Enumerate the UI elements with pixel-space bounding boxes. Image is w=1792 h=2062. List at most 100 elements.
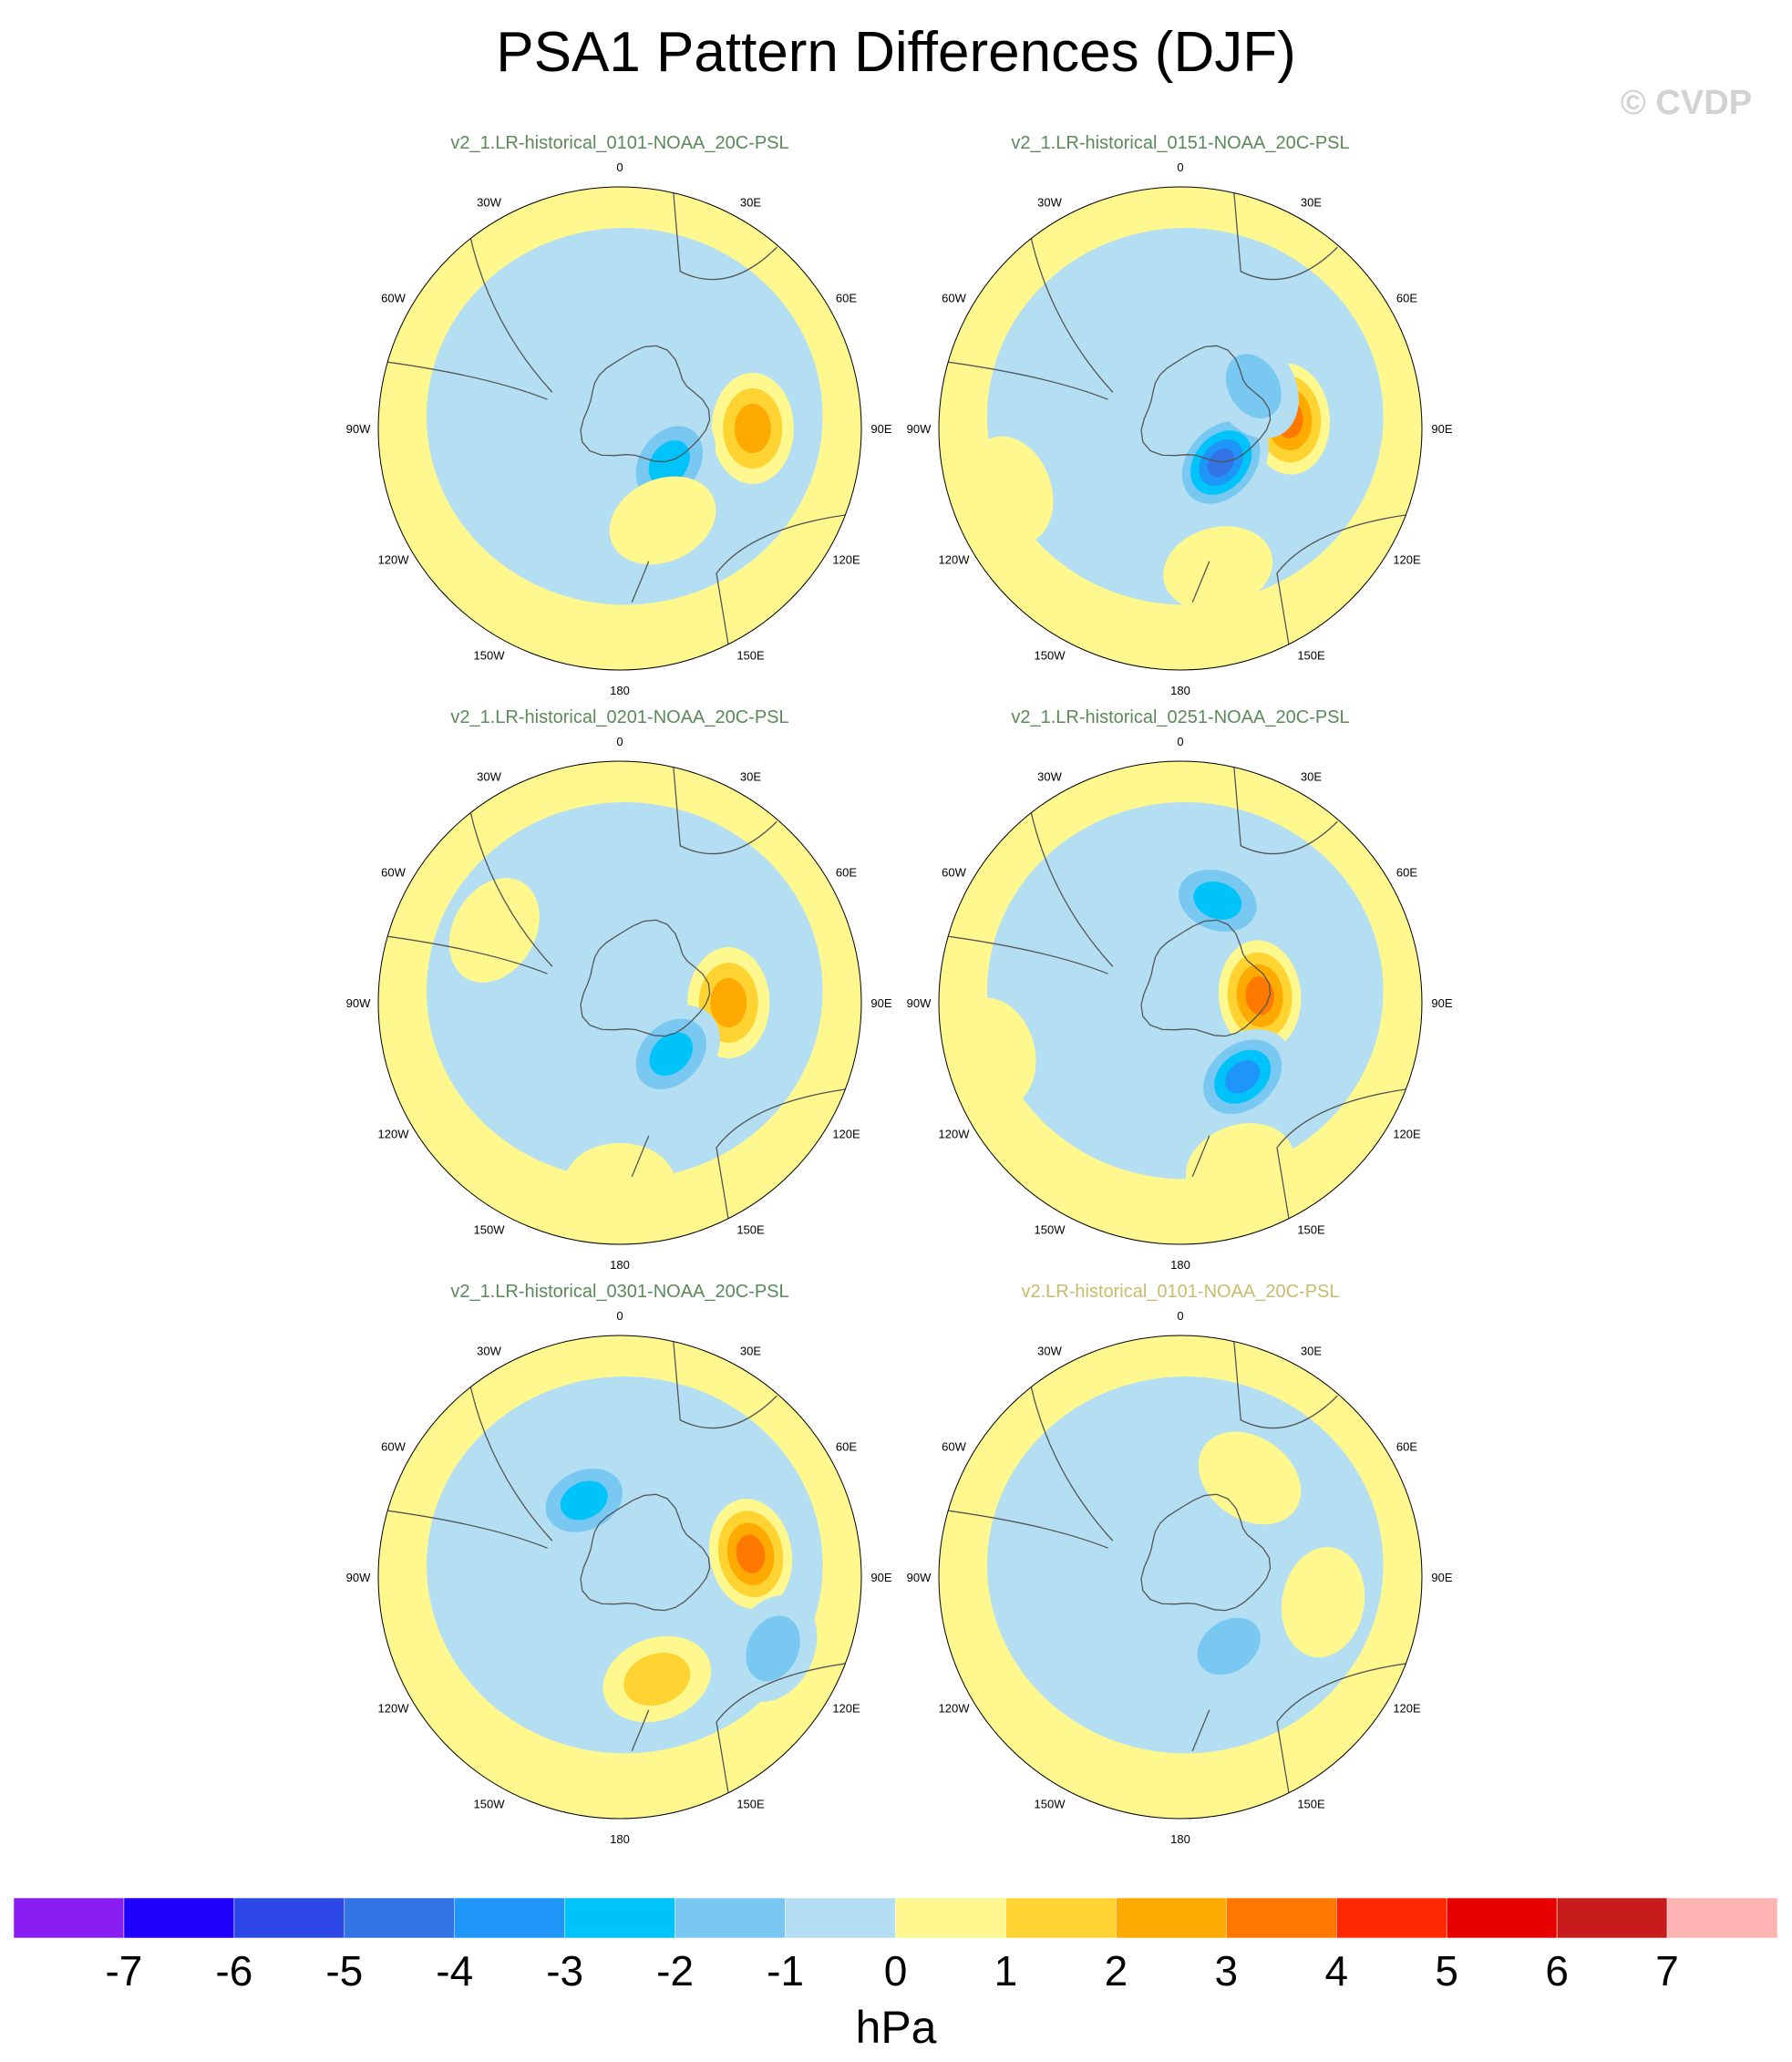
longitude-label: 90E — [1431, 1571, 1452, 1584]
anomaly-contour — [560, 1480, 608, 1521]
longitude-label: 120E — [832, 1128, 860, 1141]
longitude-label: 150E — [736, 1798, 765, 1811]
colorbar-swatch — [675, 1897, 786, 1939]
anomaly-contour — [649, 1032, 694, 1077]
longitude-label: 30W — [1037, 196, 1062, 210]
longitude-label: 120E — [1393, 1702, 1421, 1716]
longitude-label: 150W — [1035, 1798, 1066, 1811]
panel-title: v2_1.LR-historical_0101-NOAA_20C-PSL — [450, 133, 789, 153]
longitude-label: 30W — [477, 1345, 501, 1358]
longitude-label: 60E — [836, 1440, 857, 1454]
panel-title: v2_1.LR-historical_0201-NOAA_20C-PSL — [450, 707, 789, 727]
anomaly-contour — [746, 1615, 800, 1682]
colorbar-swatch — [785, 1897, 896, 1939]
polar-map-panel: 0 30E 60E 90E 120E 150E 180 150W 120W 90W 60W 30W — [346, 735, 892, 1272]
panel-title: v2_1.LR-historical_0251-NOAA_20C-PSL — [1011, 707, 1350, 727]
longitude-label: 90E — [870, 1571, 891, 1584]
negative-region — [987, 802, 1384, 1180]
south-america-coastline — [378, 360, 548, 400]
anomaly-contour — [951, 997, 1036, 1108]
colorbar-tick-label: -6 — [215, 1947, 252, 1995]
australia-coastline — [716, 1087, 861, 1221]
negative-region — [427, 1376, 823, 1754]
anomaly-contour — [1225, 1060, 1261, 1094]
colorbar-tick-label: -1 — [767, 1947, 804, 1995]
copyright-label: © CVDP — [1620, 84, 1752, 122]
antarctica-coastline — [580, 919, 711, 1037]
longitude-label: 90W — [346, 1571, 371, 1584]
longitude-label: 30W — [1037, 770, 1062, 784]
longitude-label: 60E — [836, 866, 857, 880]
map-border — [938, 760, 1423, 1245]
longitude-label: 150E — [736, 649, 765, 663]
anomaly-contour — [1281, 1547, 1365, 1658]
longitude-label: 150W — [474, 649, 506, 663]
polar-map-panel: 0 30E 60E 90E 120E 150E 180 150W 120W 90W 60W 30W — [346, 160, 892, 697]
longitude-label: 150W — [1035, 649, 1066, 663]
map-border — [377, 1335, 862, 1820]
anomaly-contour — [648, 440, 690, 486]
longitude-label: 120E — [1393, 553, 1421, 567]
australia-coastline — [716, 512, 861, 646]
australia-coastline — [1276, 512, 1422, 646]
map-border — [938, 1335, 1423, 1820]
australia-coastline — [1276, 1087, 1422, 1221]
panel-title: v2_1.LR-historical_0301-NOAA_20C-PSL — [450, 1282, 789, 1302]
anomaly-contour — [1245, 976, 1274, 1016]
polar-map-panel: 0 30E 60E 90E 120E 150E 180 150W 120W 90W 60W 30W — [907, 1309, 1453, 1846]
colorbar-swatch — [1336, 1897, 1447, 1939]
longitude-label: 0 — [616, 735, 623, 748]
new-zealand-coastline — [631, 1709, 650, 1752]
longitude-label: 90W — [346, 996, 371, 1010]
longitude-label: 90E — [870, 422, 891, 436]
longitude-label: 120W — [378, 1702, 410, 1716]
longitude-label: 30W — [477, 196, 501, 210]
longitude-label: 60W — [381, 866, 406, 880]
negative-region — [987, 228, 1384, 605]
colorbar-tick-label: -5 — [325, 1947, 363, 1995]
colorbar-swatch — [1226, 1897, 1337, 1939]
colorbar-tick-label: 4 — [1324, 1947, 1348, 1995]
longitude-label: 150W — [474, 1798, 506, 1811]
longitude-label: 30W — [477, 770, 501, 784]
map-border — [377, 760, 862, 1245]
longitude-label: 120W — [378, 553, 410, 567]
longitude-label: 60W — [381, 292, 406, 305]
colorbar-tick-label: 7 — [1655, 1947, 1679, 1995]
longitude-label: 90W — [346, 422, 371, 436]
longitude-label: 90W — [907, 996, 932, 1010]
anomaly-contour — [710, 977, 747, 1028]
anomaly-contour — [448, 878, 540, 983]
anomaly-contour — [1041, 1469, 1132, 1575]
africa-coastline — [1232, 187, 1338, 281]
longitude-label: 120W — [939, 1702, 971, 1716]
anomaly-contour — [1185, 1123, 1294, 1210]
antarctica-coastline — [580, 345, 711, 463]
longitude-label: 0 — [616, 1309, 623, 1323]
longitude-label: 180 — [1170, 1832, 1190, 1846]
anomaly-contour — [609, 476, 716, 565]
colorbar: -7 -6 -5 -4 -3 -2 -1 0 1 2 3 4 5 6 7 — [13, 1897, 1778, 1995]
longitude-label: 180 — [610, 1832, 630, 1846]
longitude-label: 180 — [610, 684, 630, 697]
longitude-label: 90E — [870, 996, 891, 1010]
anomaly-contour — [736, 1534, 766, 1573]
panel-title: v2.LR-historical_0101-NOAA_20C-PSL — [1021, 1282, 1340, 1302]
colorbar-tick-label: -7 — [105, 1947, 142, 1995]
longitude-label: 60E — [1396, 292, 1417, 305]
colorbar-swatch — [344, 1897, 455, 1939]
new-zealand-coastline — [1191, 561, 1210, 603]
colorbar-swatch — [564, 1897, 675, 1939]
longitude-label: 60W — [381, 1440, 406, 1454]
polar-map-panel: 0 30E 60E 90E 120E 150E 180 150W 120W 90W 60W 30W — [346, 1309, 892, 1846]
colorbar-tick-label: 2 — [1105, 1947, 1128, 1995]
colorbar-tick-label: -4 — [436, 1947, 473, 1995]
longitude-label: 30E — [740, 1345, 761, 1358]
colorbar-units: hPa — [855, 2002, 937, 2053]
map-border — [938, 186, 1423, 671]
new-zealand-coastline — [631, 561, 650, 603]
negative-region — [427, 228, 823, 605]
longitude-label: 90W — [907, 1571, 932, 1584]
colorbar-swatch — [454, 1897, 565, 1939]
longitude-label: 120E — [832, 553, 860, 567]
